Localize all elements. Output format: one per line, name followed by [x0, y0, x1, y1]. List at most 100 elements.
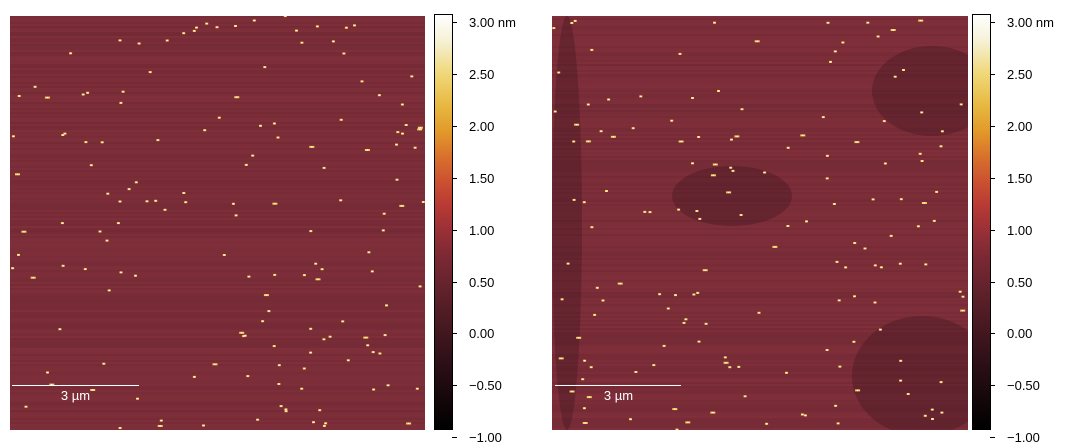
colorbar-left [434, 14, 453, 430]
afm-particle-core [874, 264, 876, 266]
afm-scan-line [10, 208, 425, 210]
afm-particle-core [138, 42, 140, 45]
afm-particle-core [931, 418, 934, 420]
afm-particle-core [301, 388, 303, 390]
afm-particle-core [920, 20, 922, 22]
afm-particle-core [649, 211, 651, 213]
colorbar-tick-mark [990, 230, 995, 231]
afm-scan-line [10, 350, 425, 352]
afm-particle-core [206, 23, 208, 25]
afm-scan-line [10, 236, 425, 238]
afm-scan-line [552, 318, 968, 320]
afm-scan-line [552, 352, 968, 354]
afm-particle-core [931, 409, 933, 411]
afm-scan-line [552, 194, 968, 196]
afm-scan-line [552, 362, 968, 364]
afm-particle-core [274, 274, 276, 276]
afm-particle-core [329, 336, 331, 338]
afm-scan-line [552, 208, 968, 210]
afm-particle-core [245, 164, 247, 166]
afm-scan-line [552, 74, 968, 76]
afm-scan-line [10, 148, 425, 150]
afm-particle-core [319, 409, 321, 411]
afm-scan-line [10, 330, 425, 332]
afm-scan-line [552, 236, 968, 238]
afm-scan-line [552, 262, 968, 264]
afm-scan-line [10, 72, 425, 74]
afm-particle-core [962, 296, 964, 298]
afm-particle-core [128, 188, 130, 190]
afm-scan-line [10, 68, 425, 70]
colorbar-tick-label: −0.50 [1007, 378, 1040, 393]
afm-particle-core [804, 414, 806, 416]
afm-particle-core [872, 198, 874, 200]
afm-particle-core [899, 263, 901, 265]
afm-particle-core [924, 415, 926, 417]
afm-particle-core [273, 122, 275, 125]
afm-scan-line [10, 140, 425, 142]
afm-scan-line [552, 412, 968, 414]
afm-scan-line [552, 98, 968, 100]
afm-particle-core [833, 203, 835, 205]
afm-particle-core [284, 16, 286, 17]
afm-particle-core [241, 332, 243, 334]
afm-particle-core [244, 335, 246, 337]
colorbar-tick-mark [990, 282, 995, 283]
afm-particle-core [587, 103, 589, 106]
afm-particle-core [712, 174, 714, 176]
afm-scan-line [552, 222, 968, 224]
afm-scan-line [552, 326, 968, 328]
afm-scan-line [10, 128, 425, 130]
afm-scan-line [10, 202, 425, 204]
afm-particle-core [136, 398, 139, 400]
afm-particle-core [698, 341, 700, 343]
afm-scan-line [10, 82, 425, 84]
afm-scan-line [552, 34, 968, 36]
afm-particle-core [185, 201, 187, 203]
afm-scan-line [552, 252, 968, 254]
afm-scan-line [552, 204, 968, 206]
afm-scan-line [10, 162, 425, 164]
afm-scan-line [10, 22, 425, 24]
afm-scan-line [10, 224, 425, 226]
afm-particle-core [834, 50, 836, 52]
afm-scan-line [10, 98, 425, 100]
afm-scan-line [552, 48, 968, 50]
afm-particle-core [232, 203, 234, 205]
afm-particle-core [842, 41, 844, 44]
afm-scan-line [552, 394, 968, 396]
afm-particle-core [717, 90, 720, 92]
afm-scan-line [552, 248, 968, 250]
afm-particle-core [941, 130, 943, 132]
afm-particle-core [854, 242, 856, 244]
afm-scan-line [10, 272, 425, 274]
afm-particle-core [236, 96, 238, 98]
afm-particle-core [674, 294, 677, 296]
afm-particle-core [921, 160, 923, 162]
afm-scan-line [10, 180, 425, 182]
afm-particle-core [741, 108, 743, 110]
afm-particle-core [907, 393, 909, 395]
afm-scan-line [552, 20, 968, 22]
afm-scan-line [552, 366, 968, 368]
afm-scan-line [552, 114, 968, 116]
afm-particle-core [712, 412, 714, 414]
afm-scan-line [552, 212, 968, 214]
afm-scan-line [10, 76, 425, 78]
afm-scan-line [10, 314, 425, 316]
afm-scan-line [552, 140, 968, 142]
afm-scan-line [10, 422, 425, 424]
afm-particle-core [837, 422, 839, 424]
afm-particle-core [835, 405, 837, 407]
afm-particle-core [879, 329, 881, 331]
afm-particle-core [371, 270, 373, 272]
afm-scan-line [552, 112, 968, 114]
afm-scan-line [552, 210, 968, 212]
afm-particle-core [157, 139, 159, 141]
afm-scan-line [10, 48, 425, 50]
afm-particle-core [315, 263, 317, 265]
afm-particle-core [405, 124, 407, 126]
afm-scan-line [552, 274, 968, 276]
afm-scan-line [10, 260, 425, 262]
afm-scan-line [10, 394, 425, 396]
